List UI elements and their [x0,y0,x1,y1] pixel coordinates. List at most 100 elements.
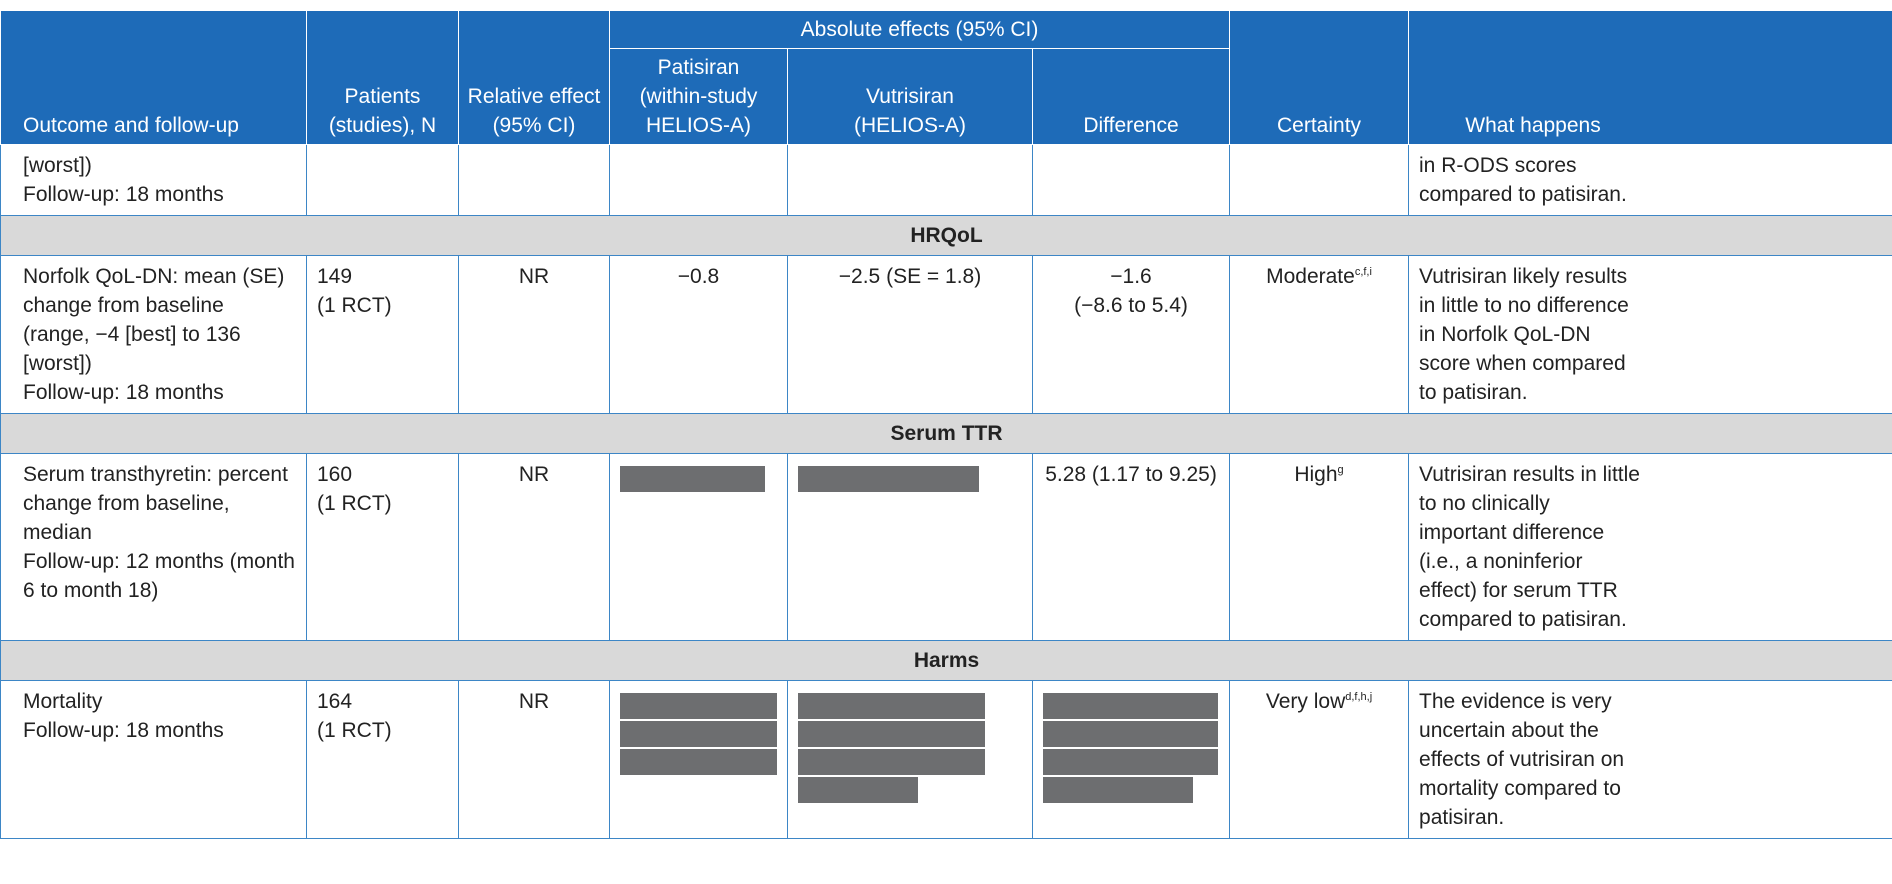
table-row-mortality: Mortality Follow-up: 18 months 164 (1 RC… [0,680,1892,839]
col-header-certainty: Certainty [1229,10,1410,145]
cell-patients: 164 (1 RCT) [306,680,459,839]
cell-difference: −1.6 (−8.6 to 5.4) [1031,255,1231,414]
cell-what-happens: in R-ODS scores compared to patisiran. [1408,144,1892,216]
cell-outcome: Serum transthyretin: percent change from… [0,453,307,641]
redacted-block [798,693,985,719]
cell-relative: NR [458,255,610,414]
what-happens-text: The evidence is very uncertain about the… [1419,690,1625,829]
certainty-footnotes: c,f,i [1354,266,1372,278]
studies-count: (1 RCT) [317,294,392,317]
cell-difference [1031,144,1231,216]
col-header-relative-line1: Relative effect [467,85,601,108]
certainty-rating: Very low [1265,690,1346,713]
table-row-serum-ttr: Serum transthyretin: percent change from… [0,453,1892,641]
cell-patisiran [609,453,788,641]
col-header-patisiran-line3: HELIOS-A) [645,114,752,137]
cell-outcome: Mortality Follow-up: 18 months [0,680,307,839]
col-header-difference: Difference [1031,48,1231,145]
table-wrapper: Outcome and follow-up Patients (studies)… [0,10,1892,884]
cell-difference [1031,680,1231,839]
col-header-relative-line2: (95% CI) [492,114,576,137]
cell-relative [458,144,610,216]
section-row-hrqol: HRQoL [0,215,1892,256]
table-row-continued: [worst]) Follow-up: 18 months in R-ODS s… [0,144,1892,216]
cell-certainty [1229,144,1410,216]
cell-patisiran [609,680,788,839]
outcome-text: Norfolk QoL-DN: mean (SE) change from ba… [23,265,285,375]
patients-count: 149 [317,265,353,288]
followup-text: Follow-up: 12 months (month 6 to month 1… [23,550,295,602]
redacted-block [1043,749,1218,775]
studies-count: (1 RCT) [317,719,392,742]
certainty-rating: High [1294,463,1338,486]
difference-value: −1.6 [1110,265,1152,288]
difference-ci: (−8.6 to 5.4) [1074,294,1188,317]
cell-patients [306,144,459,216]
cell-outcome: [worst]) Follow-up: 18 months [0,144,307,216]
col-header-patients: Patients (studies), N [306,10,459,145]
followup-text: Follow-up: 18 months [23,719,224,742]
redacted-block [620,721,777,747]
section-label-harms: Harms [0,640,1892,681]
cell-relative: NR [458,453,610,641]
evidence-table: Outcome and follow-up Patients (studies)… [0,10,1892,839]
certainty-rating: Moderate [1266,265,1355,288]
col-header-what-text: What happens [1465,114,1601,137]
redacted-block [798,466,979,492]
col-header-patisiran-line2: (within-study [639,85,758,108]
cell-certainty: Very lowd,f,h,j [1229,680,1410,839]
cell-what-happens: Vutrisiran likely results in little to n… [1408,255,1892,414]
cell-patients: 149 (1 RCT) [306,255,459,414]
col-header-patients-line2: (studies), N [328,114,437,137]
redacted-block [1043,693,1218,719]
cell-vutrisiran [787,453,1033,641]
redacted-block [798,777,918,803]
redacted-block [1043,777,1193,803]
certainty-footnotes: d,f,h,j [1345,691,1373,703]
redacted-block [798,749,985,775]
patients-count: 160 [317,463,353,486]
section-label-hrqol: HRQoL [0,215,1892,256]
what-happens-text: in R-ODS scores compared to patisiran. [1419,154,1627,206]
cell-patients: 160 (1 RCT) [306,453,459,641]
outcome-text: [worst]) [23,154,92,177]
redacted-block [798,721,985,747]
cell-certainty: Highg [1229,453,1410,641]
section-row-harms: Harms [0,640,1892,681]
cell-vutrisiran [787,680,1033,839]
header-row-1: Outcome and follow-up Patients (studies)… [0,10,1892,145]
col-header-outcome: Outcome and follow-up [0,10,307,145]
col-header-patisiran-line1: Patisiran [657,56,740,79]
patients-count: 164 [317,690,353,713]
outcome-text: Mortality [23,690,103,713]
cell-outcome: Norfolk QoL-DN: mean (SE) change from ba… [0,255,307,414]
col-header-patisiran: Patisiran (within-study HELIOS-A) [609,48,788,145]
cell-relative: NR [458,680,610,839]
col-header-vutrisiran: Vutrisiran (HELIOS-A) [787,48,1033,145]
cell-what-happens: The evidence is very uncertain about the… [1408,680,1892,839]
col-header-what: What happens [1408,10,1892,145]
cell-difference: 5.28 (1.17 to 9.25) [1031,453,1231,641]
col-header-absolute: Absolute effects (95% CI) [608,10,1231,49]
redacted-block [620,466,765,492]
studies-count: (1 RCT) [317,492,392,515]
outcome-text: Serum transthyretin: percent change from… [23,463,288,544]
col-header-patients-line1: Patients [344,85,421,108]
col-header-vutrisiran-line1: Vutrisiran [866,85,954,108]
redacted-block [620,693,777,719]
section-row-serum-ttr: Serum TTR [0,413,1892,454]
cell-what-happens: Vutrisiran results in little to no clini… [1408,453,1892,641]
followup-text: Follow-up: 18 months [23,381,224,404]
cell-certainty: Moderatec,f,i [1229,255,1410,414]
what-happens-text: Vutrisiran likely results in little to n… [1419,265,1629,404]
cell-vutrisiran [787,144,1033,216]
header-row-2: Patisiran (within-study HELIOS-A) Vutris… [1,48,1892,145]
section-label-serum-ttr: Serum TTR [0,413,1892,454]
col-header-relative: Relative effect (95% CI) [458,10,610,145]
cell-vutrisiran: −2.5 (SE = 1.8) [787,255,1033,414]
table-row-norfolk: Norfolk QoL-DN: mean (SE) change from ba… [0,255,1892,414]
what-happens-text: Vutrisiran results in little to no clini… [1419,463,1640,631]
followup-text: Follow-up: 18 months [23,183,224,206]
redacted-block [1043,721,1218,747]
certainty-footnotes: g [1337,464,1344,476]
